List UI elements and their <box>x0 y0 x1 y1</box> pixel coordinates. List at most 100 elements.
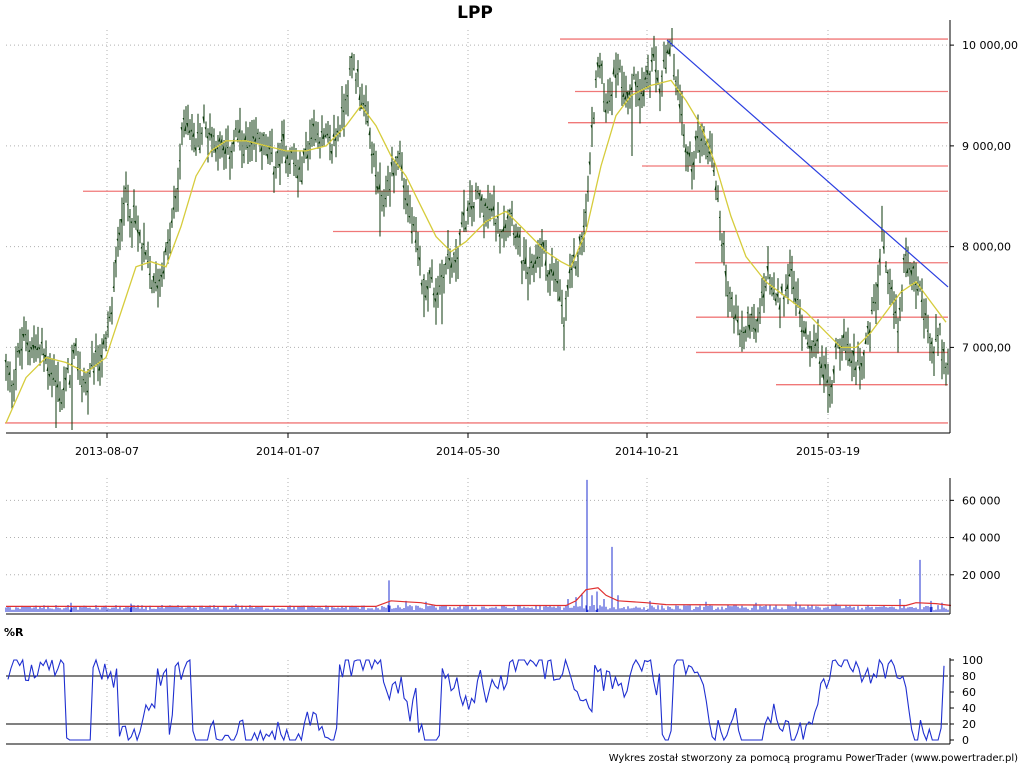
ohlc-bar <box>788 249 791 278</box>
ohlc-bar <box>572 238 575 269</box>
ohlc-bar <box>584 193 587 227</box>
ohlc-bar <box>304 131 307 160</box>
ohlc-bar <box>862 349 865 379</box>
ohlc-bar <box>516 226 519 255</box>
ohlc-bar <box>72 342 75 360</box>
ohlc-bar <box>928 333 931 361</box>
ohlc-bar <box>68 374 71 389</box>
ohlc-bar <box>758 298 761 325</box>
ohlc-bar <box>818 356 821 385</box>
ohlc-bar <box>308 119 311 160</box>
ohlc-bar <box>476 186 479 200</box>
ohlc-bar <box>868 322 871 352</box>
indicator-y-tick-label: 60 <box>962 686 976 699</box>
ohlc-bar <box>110 296 113 325</box>
ohlc-bar <box>662 41 665 69</box>
ohlc-bar <box>316 121 319 149</box>
ohlc-bar <box>250 120 253 162</box>
ohlc-bar <box>830 379 833 404</box>
ohlc-bar <box>582 209 585 253</box>
ohlc-bar <box>172 185 175 219</box>
volume-y-tick-label: 40 000 <box>962 532 1001 545</box>
ohlc-bar <box>638 78 641 124</box>
ohlc-bar <box>832 365 835 383</box>
ohlc-bar <box>654 46 657 93</box>
ohlc-bar <box>188 119 191 141</box>
ohlc-bar <box>604 93 607 123</box>
ohlc-bar <box>240 130 243 169</box>
ohlc-bar <box>330 143 333 164</box>
ohlc-bar <box>244 121 247 150</box>
ohlc-bar <box>632 66 635 80</box>
ohlc-bar <box>342 93 345 137</box>
ohlc-bar <box>12 369 15 402</box>
ohlc-bar <box>146 241 149 269</box>
ohlc-bar <box>904 237 907 278</box>
ohlc-bar <box>4 353 7 381</box>
ohlc-bar <box>252 119 255 150</box>
ohlc-bars <box>4 27 949 431</box>
ohlc-bar <box>30 337 33 359</box>
ohlc-bar <box>472 201 475 222</box>
ohlc-bar <box>142 222 145 263</box>
ohlc-bar <box>678 84 681 123</box>
ohlc-bar <box>672 53 675 81</box>
ohlc-bar <box>344 84 347 115</box>
ohlc-bar <box>288 147 291 174</box>
ohlc-bar <box>378 162 381 203</box>
price-y-tick-label: 8 000,00 <box>962 241 1011 254</box>
ohlc-bar <box>282 119 285 157</box>
ohlc-bar <box>388 172 391 207</box>
ohlc-bar <box>934 314 937 342</box>
ohlc-bar <box>446 229 449 270</box>
ohlc-bar <box>474 182 477 200</box>
ohlc-bar <box>866 320 869 345</box>
ohlc-bar <box>8 361 11 393</box>
price-y-tick-label: 7 000,00 <box>962 341 1011 354</box>
ohlc-bar <box>910 262 913 291</box>
ohlc-bar <box>592 112 595 125</box>
ohlc-bar <box>336 116 339 142</box>
ohlc-bar <box>462 189 465 233</box>
ohlc-bar <box>398 140 401 168</box>
ohlc-bar <box>682 124 685 148</box>
ohlc-bar <box>456 245 459 280</box>
ohlc-bar <box>626 90 629 115</box>
ohlc-bar <box>220 135 223 158</box>
ohlc-bar <box>482 198 485 239</box>
ohlc-bar <box>854 361 857 386</box>
ohlc-bar <box>238 107 241 151</box>
ohlc-bar <box>740 310 743 352</box>
ohlc-bar <box>656 70 659 86</box>
ohlc-bar <box>550 247 553 281</box>
ohlc-bar <box>406 185 409 223</box>
ohlc-bar <box>610 81 613 116</box>
ohlc-bar <box>784 274 787 298</box>
ohlc-bar <box>458 229 461 247</box>
ohlc-bar <box>166 229 169 264</box>
x-tick-label: 2013-08-07 <box>75 445 139 458</box>
indicator-grid <box>106 660 829 740</box>
ohlc-bar <box>174 188 177 213</box>
ohlc-bar <box>620 65 623 106</box>
ohlc-bar <box>652 35 655 61</box>
williams-r-panel: %R 0 20 40 60 80 100 <box>4 626 983 747</box>
ohlc-bar <box>222 140 225 170</box>
ohlc-bar <box>236 119 239 143</box>
ohlc-bar <box>128 209 131 238</box>
ohlc-bar <box>498 228 501 254</box>
ohlc-bar <box>594 70 597 88</box>
ohlc-bar <box>98 344 101 386</box>
ohlc-bar <box>276 142 279 169</box>
ohlc-bar <box>56 361 59 403</box>
ohlc-bar <box>90 340 93 370</box>
ohlc-bar <box>18 328 21 366</box>
ohlc-bar <box>108 306 111 322</box>
ohlc-bar <box>510 200 513 227</box>
ohlc-bar <box>488 192 491 222</box>
ohlc-bar <box>374 150 377 195</box>
ohlc-bar <box>534 244 537 273</box>
ohlc-bar <box>290 146 293 160</box>
ohlc-bar <box>448 248 451 284</box>
ohlc-bar <box>842 318 845 351</box>
